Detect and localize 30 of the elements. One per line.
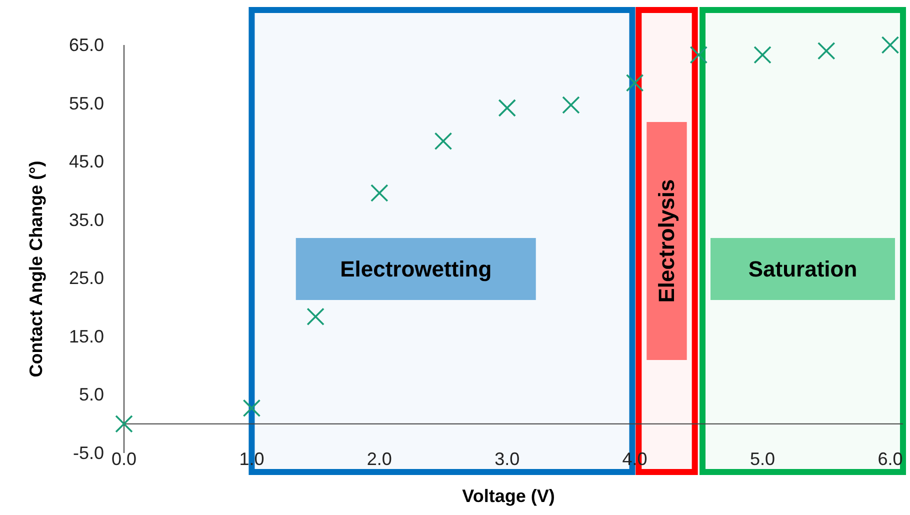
- x-tick-label: 2.0: [366, 449, 392, 469]
- y-tick-label: 65.0: [68, 35, 104, 55]
- y-tick-label: -5.0: [72, 443, 104, 463]
- point: [626, 74, 644, 92]
- band-label: Saturation: [748, 256, 858, 282]
- x-tick-label: 5.0: [750, 449, 776, 469]
- point: [370, 184, 388, 202]
- y-tick-label: 45.0: [68, 152, 104, 172]
- point: [562, 96, 580, 114]
- band-label: Electrolysis: [654, 179, 680, 303]
- x-axis-title: Voltage (V): [462, 486, 555, 506]
- y-tick-label: 35.0: [68, 210, 104, 230]
- point: [115, 414, 133, 433]
- x-tick-label: 0.0: [111, 449, 137, 469]
- y-tick-label: 15.0: [68, 326, 104, 346]
- x-tick-label: 4.0: [622, 449, 648, 469]
- y-tick-label: 25.0: [68, 268, 104, 288]
- point: [881, 36, 900, 54]
- y-tick-label: 55.0: [68, 93, 104, 114]
- y-tick-label: 5.0: [78, 384, 104, 405]
- y-axis-title: Contact Angle Change (°): [26, 160, 46, 378]
- point: [434, 132, 452, 150]
- point: [817, 42, 836, 60]
- point: [498, 99, 516, 117]
- x-tick-label: 3.0: [494, 449, 520, 469]
- point: [754, 46, 772, 64]
- point: [690, 46, 708, 64]
- point: [242, 399, 261, 418]
- band-label: Electrowetting: [340, 256, 492, 282]
- point: [306, 308, 324, 326]
